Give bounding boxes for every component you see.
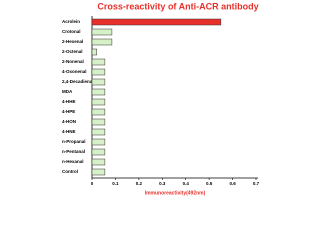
- y-tick-label: 2,4-Decadienal: [62, 79, 94, 84]
- bar: [91, 88, 106, 96]
- bar: [91, 148, 106, 156]
- y-tick-label: 4-HPE: [62, 109, 75, 114]
- x-tick-label: 0.2: [136, 181, 143, 186]
- bar: [91, 18, 222, 26]
- x-tick-label: 0.4: [183, 181, 190, 186]
- x-tick-label: 0.7: [253, 181, 260, 186]
- x-tick-label: 0.1: [112, 181, 119, 186]
- bar: [91, 68, 106, 76]
- y-tick-label: MDA: [62, 89, 73, 94]
- y-tick-label: 4-Oxonenal: [62, 69, 87, 74]
- bar: [91, 38, 113, 46]
- y-tick-label: 2-Octenal: [62, 49, 83, 54]
- y-tick-label: n-Hexanal: [62, 159, 84, 164]
- chart: Cross-reactivity of Anti-ACR antibody Im…: [62, 1, 260, 196]
- bar: [91, 128, 106, 136]
- y-tick-label: Control: [62, 169, 78, 174]
- y-tick-label: Crotonal: [62, 29, 81, 34]
- bar: [91, 48, 97, 56]
- bar: [91, 118, 106, 126]
- bar: [91, 108, 106, 116]
- y-tick-label: 4-HHE: [62, 99, 76, 104]
- x-axis-label: Immunoreactivity(492nm): [145, 190, 206, 196]
- x-tick-label: 0.6: [229, 181, 236, 186]
- bar: [91, 78, 106, 86]
- x-tick-label: 0: [91, 181, 94, 186]
- y-tick-label: 4-HON: [62, 119, 76, 124]
- bar: [91, 58, 106, 66]
- y-tick-label: n-Propanal: [62, 139, 86, 144]
- bar: [91, 158, 106, 166]
- y-tick-label: 2-Nonenal: [62, 59, 84, 64]
- bar: [91, 138, 106, 146]
- x-tick-label: 0.3: [159, 181, 166, 186]
- chart-title: Cross-reactivity of Anti-ACR antibody: [97, 1, 258, 11]
- bar: [91, 28, 113, 36]
- y-tick-label: Acrolein: [62, 19, 80, 24]
- y-tick-label: 4-HNE: [62, 129, 76, 134]
- bar: [91, 168, 106, 176]
- y-tick-label: 2-Hexenal: [62, 39, 83, 44]
- x-tick-label: 0.5: [206, 181, 213, 186]
- y-tick-label: n-Pentanal: [62, 149, 85, 154]
- bar: [91, 98, 106, 106]
